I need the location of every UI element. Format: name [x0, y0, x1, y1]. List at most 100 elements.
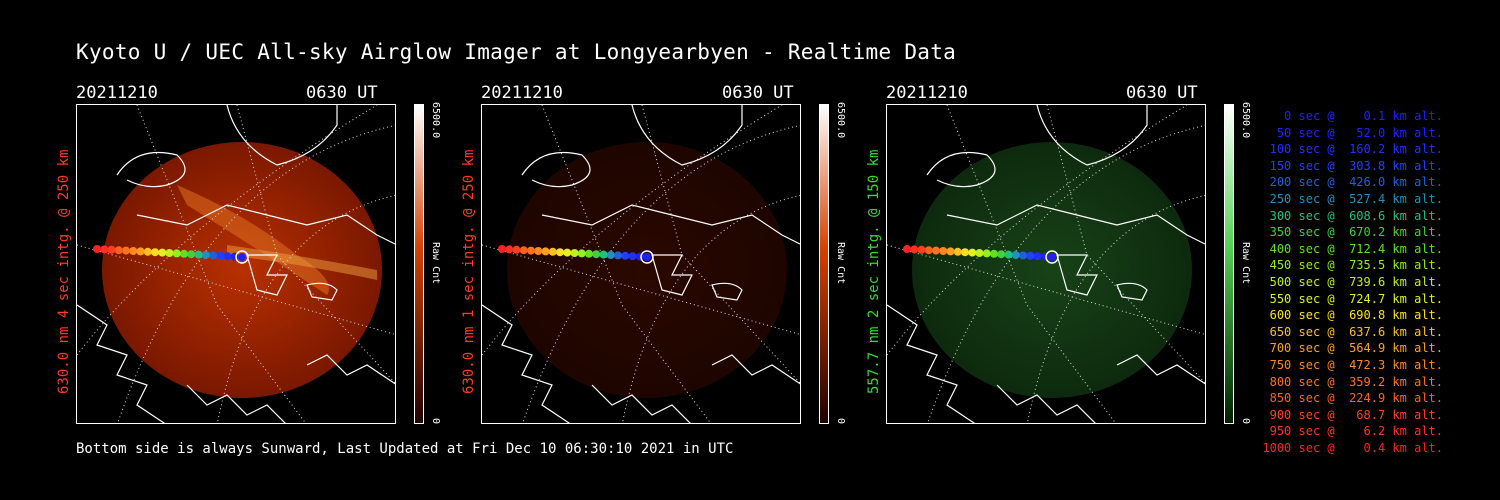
trajectory-point	[643, 253, 651, 261]
coastline	[306, 282, 338, 301]
legend-line: 850 sec @ 224.9 km alt.	[1262, 391, 1443, 406]
coastline	[711, 354, 800, 385]
panel-1-colorbar	[414, 104, 424, 424]
trajectory-point	[917, 245, 926, 254]
trajectory-point	[194, 250, 203, 259]
trajectory-point	[114, 246, 123, 255]
panel-3-cbar-min: 0	[1240, 418, 1251, 425]
coastline	[1116, 354, 1205, 385]
panel-1-cbar-max: 6500.0	[430, 102, 441, 139]
coastline	[1116, 282, 1148, 301]
trajectory-point	[209, 251, 217, 260]
legend-line: 750 sec @ 472.3 km alt.	[1262, 357, 1443, 372]
legend-line: 100 sec @ 160.2 km alt.	[1262, 142, 1443, 157]
panel-1-cbar-unit: Raw Cnt	[430, 242, 441, 285]
panel-3-cbar-max: 6500.0	[1240, 102, 1251, 139]
trajectory-point	[961, 248, 969, 257]
trajectory-point	[1033, 252, 1042, 261]
coastline	[926, 105, 1148, 188]
grid-line	[117, 124, 395, 423]
trajectory-point	[1011, 251, 1020, 259]
trajectory-point	[592, 250, 601, 259]
trajectory-point	[527, 246, 535, 255]
trajectory-point	[621, 251, 630, 260]
page-title: Kyoto U / UEC All-sky Airglow Imager at …	[76, 40, 957, 64]
grid-line	[522, 124, 800, 423]
station-marker	[1045, 250, 1059, 264]
trajectory-point	[223, 252, 232, 261]
trajectory-point	[158, 248, 167, 257]
trajectory-point	[107, 245, 116, 254]
coastline	[996, 384, 1096, 423]
coastline	[946, 204, 1205, 245]
aurora-arc	[177, 185, 329, 295]
trajectory-point	[975, 249, 984, 257]
trajectory-point	[512, 245, 521, 254]
legend-line: 550 sec @ 724.7 km alt.	[1262, 291, 1443, 306]
legend-line: 1000 sec @ 0.4 km alt.	[1262, 440, 1443, 455]
panel-2-ylabel: 630.0 nm 1 sec intg. @ 250 km	[461, 149, 477, 394]
panel-2-colorbar	[819, 104, 829, 424]
grid-line	[77, 105, 378, 356]
trajectory-point	[172, 249, 181, 258]
trajectory-point	[982, 249, 991, 258]
trajectory-point	[238, 253, 246, 261]
panel-3-cbar-unit: Raw Cnt	[1240, 242, 1251, 285]
panel-3-image	[886, 104, 1206, 424]
panel-1-image	[76, 104, 396, 424]
trajectory-point	[187, 250, 196, 259]
altitude-legend: 0 sec @ 0.1 km alt. 50 sec @ 52.0 km alt…	[1262, 108, 1443, 456]
legend-line: 500 sec @ 739.6 km alt.	[1262, 274, 1443, 289]
legend-line: 350 sec @ 670.2 km alt.	[1262, 225, 1443, 240]
trajectory-point	[201, 251, 210, 259]
legend-line: 900 sec @ 68.7 km alt.	[1262, 407, 1443, 422]
trajectory-point	[932, 246, 940, 255]
trajectory-point	[548, 247, 557, 256]
legend-line: 400 sec @ 712.4 km alt.	[1262, 241, 1443, 256]
legend-line: 0 sec @ 0.1 km alt.	[1262, 109, 1443, 123]
trajectory-point	[614, 251, 622, 260]
trajectory-point	[585, 249, 593, 258]
trajectory-point	[1019, 251, 1027, 260]
panel-3-colorbar	[1224, 104, 1234, 424]
coastline	[521, 105, 743, 188]
trajectory-point	[180, 249, 188, 258]
legend-line: 300 sec @ 608.6 km alt.	[1262, 208, 1443, 223]
coastline	[186, 384, 286, 423]
grid-line	[482, 105, 783, 356]
trajectory-point	[953, 247, 962, 256]
trajectory-point	[505, 245, 514, 254]
trajectory-point	[534, 247, 543, 255]
trajectory-point	[628, 252, 637, 261]
trajectory-point	[151, 248, 159, 257]
panel-2-image	[481, 104, 801, 424]
station-marker	[640, 250, 654, 264]
coastline	[246, 254, 288, 296]
grid-line	[927, 124, 1205, 423]
station-marker	[235, 250, 249, 264]
trajectory-point	[910, 245, 919, 254]
airglow-disc	[102, 142, 382, 398]
trajectory-point	[570, 249, 579, 257]
trajectory-point	[165, 249, 174, 257]
trajectory-point	[563, 248, 572, 257]
trajectory-point	[216, 251, 225, 260]
panel-2-time: 0630 UT	[722, 83, 794, 103]
coastline	[541, 204, 800, 245]
trajectory-point	[903, 245, 911, 253]
panel-2-cbar-max: 6500.0	[835, 102, 846, 139]
airglow-disc	[912, 142, 1192, 398]
panel-3-date: 20211210	[886, 83, 968, 103]
trajectory-point	[577, 249, 586, 258]
aurora-arc	[227, 245, 377, 280]
trajectory-point	[136, 247, 145, 256]
coastline	[1056, 254, 1098, 296]
coastline	[887, 304, 976, 423]
legend-line: 800 sec @ 359.2 km alt.	[1262, 374, 1443, 389]
legend-line: 650 sec @ 637.6 km alt.	[1262, 324, 1443, 339]
coastline	[651, 254, 693, 296]
panel-1-date: 20211210	[76, 83, 158, 103]
legend-line: 700 sec @ 564.9 km alt.	[1262, 341, 1443, 356]
panel-3-time: 0630 UT	[1126, 83, 1198, 103]
panel-1-cbar-min: 0	[430, 418, 441, 425]
